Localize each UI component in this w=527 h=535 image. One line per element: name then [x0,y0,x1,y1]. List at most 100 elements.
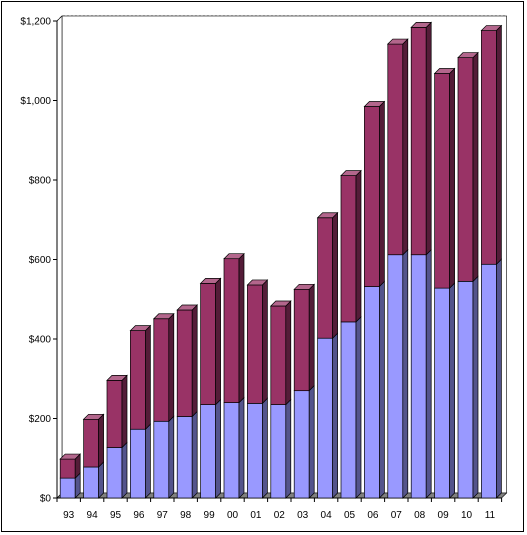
bar-side [215,277,221,406]
bar-segment [269,300,292,406]
bar-front [457,281,474,499]
bar-front [317,337,333,499]
y-tick-label: $800 [29,176,52,187]
bar-segment [223,252,245,404]
bar-segment [457,51,479,283]
bar-segment [387,248,409,499]
bar-top [410,22,433,28]
x-tick-label: 98 [180,510,192,521]
bar-segment [200,398,221,499]
bar-side [402,38,409,256]
bar-side [238,252,245,404]
x-tick-label: 95 [110,510,122,521]
bar-top [363,101,386,107]
bar-segment [457,275,479,499]
bar-side [98,461,104,499]
bar-top [269,300,292,307]
bar-side [449,67,455,289]
bar-front [410,254,427,499]
bar-side [285,398,292,499]
plot-side-wall [56,15,63,499]
bar-side [308,384,315,499]
bar-segment [59,472,81,499]
bar-segment [223,396,245,499]
bar-segment [106,441,128,499]
bar-segment [340,169,362,323]
bar-segment [82,413,105,468]
bar-top [152,313,175,320]
y-tick-label: $600 [29,255,52,266]
bar-side [168,312,175,423]
bar-segment [317,332,338,499]
bar-top [246,279,269,286]
y-tick-label: $1,200 [20,17,51,28]
bar-side [285,300,292,406]
bar-segment [199,277,222,406]
bar-top [340,170,362,176]
bar-side [355,169,362,323]
y-tick-label: $0 [40,494,52,505]
x-tick-label: 94 [87,510,99,521]
bar-front [83,466,99,499]
x-tick-label: 01 [250,510,262,521]
bar-segment [129,324,152,431]
bar-segment [410,248,432,499]
bar-front [130,428,146,499]
bar-top [457,52,479,58]
bar-segment [293,384,315,499]
bar-side [496,258,502,499]
bar-front [293,390,310,499]
bar-side [472,275,479,499]
x-tick-label: 09 [438,510,450,521]
bar-front [364,106,380,287]
bar-front [153,420,170,499]
y-tick-label: $1,000 [20,96,51,107]
bar-front [434,287,450,499]
bar-front [200,404,216,499]
bar-side [379,280,385,499]
bar-front [270,404,287,499]
bar-segment [106,374,128,449]
bar-side [262,279,268,405]
bar-front [153,318,170,422]
bar-segment [152,312,175,423]
bar-front [387,254,404,499]
x-tick-label: 93 [63,510,75,521]
bar-side [191,410,198,499]
x-tick-label: 04 [321,510,333,521]
x-tick-label: 03 [297,510,309,521]
bar-front [387,43,404,256]
bar-side [332,332,338,499]
bar-side [425,21,432,256]
bar-segment [316,211,339,340]
bar-side [238,396,245,499]
bar-segment [270,398,292,499]
bar-segment [386,38,409,256]
bar-segment [59,453,82,479]
y-tick-label: $400 [29,335,52,346]
bar-front [223,258,240,403]
bar-top [293,283,316,290]
bar-side [355,316,362,499]
x-tick-label: 05 [344,510,356,521]
bar-segment [363,100,386,288]
x-tick-label: 00 [227,510,239,521]
bar-front [83,418,99,468]
bar-segment [83,461,104,499]
bar-side [496,24,502,266]
bar-front [176,309,193,417]
bar-top [433,68,456,74]
bar-side [308,283,315,392]
bar-front [247,403,263,499]
x-tick-label: 11 [485,510,496,521]
bar-side [332,211,338,340]
bar-segment [340,316,362,499]
bar-side [379,100,385,288]
x-tick-label: 10 [461,510,473,521]
bar-side [402,248,409,499]
bar-side [425,248,432,499]
bar-segment [130,423,151,499]
bar-front [481,30,497,265]
x-tick-label: 02 [274,510,286,521]
